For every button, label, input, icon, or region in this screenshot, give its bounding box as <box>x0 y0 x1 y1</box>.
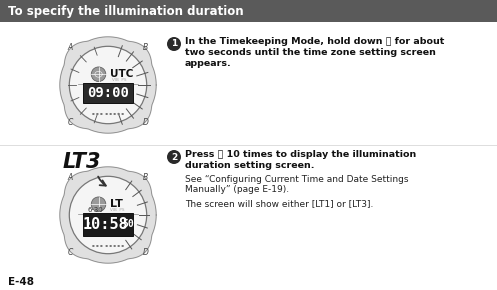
Text: ▪ ▪ ▪  ▪ ▪ ▪ ▪ ▪: ▪ ▪ ▪ ▪ ▪ ▪ ▪ ▪ <box>92 112 124 116</box>
Text: Manually” (page E-19).: Manually” (page E-19). <box>185 185 289 194</box>
Text: See “Configuring Current Time and Date Settings: See “Configuring Current Time and Date S… <box>185 175 409 184</box>
Text: To specify the illumination duration: To specify the illumination duration <box>8 5 244 17</box>
Text: A: A <box>68 43 73 52</box>
Text: VIB  PS: VIB PS <box>111 78 126 82</box>
Text: 2: 2 <box>171 153 177 162</box>
Text: UTC: UTC <box>110 69 134 79</box>
Text: B: B <box>143 173 149 182</box>
Text: P: P <box>86 222 89 227</box>
Text: Press Ⓒ 10 times to display the illumination: Press Ⓒ 10 times to display the illumina… <box>185 150 416 159</box>
Text: D: D <box>143 248 149 257</box>
Text: 1: 1 <box>171 39 177 48</box>
Text: 50: 50 <box>123 220 135 229</box>
FancyBboxPatch shape <box>83 213 133 236</box>
Text: C: C <box>68 248 73 257</box>
Text: 10:58: 10:58 <box>82 217 128 232</box>
Text: duration setting screen.: duration setting screen. <box>185 161 315 170</box>
Text: In the Timekeeping Mode, hold down Ⓐ for about: In the Timekeeping Mode, hold down Ⓐ for… <box>185 37 444 46</box>
Text: LT3: LT3 <box>63 152 101 172</box>
Text: LT: LT <box>110 199 123 209</box>
Text: appears.: appears. <box>185 59 232 68</box>
Circle shape <box>69 176 147 254</box>
FancyBboxPatch shape <box>0 0 497 22</box>
Text: E-48: E-48 <box>8 277 34 287</box>
Circle shape <box>167 37 181 51</box>
Text: 09:00: 09:00 <box>87 86 129 100</box>
Text: The screen will show either [LT1] or [LT3].: The screen will show either [LT1] or [LT… <box>185 199 373 208</box>
Text: VIB  PS: VIB PS <box>110 208 125 212</box>
Circle shape <box>91 67 106 81</box>
Circle shape <box>167 150 181 164</box>
Polygon shape <box>60 167 156 263</box>
Text: B: B <box>143 43 149 52</box>
Text: D: D <box>143 118 149 127</box>
Text: 6·30: 6·30 <box>87 207 103 213</box>
Circle shape <box>91 197 106 212</box>
Text: ▪ ▪ ▪  ▪ ▪ ▪ ▪ ▪: ▪ ▪ ▪ ▪ ▪ ▪ ▪ ▪ <box>92 244 124 248</box>
Circle shape <box>69 46 147 124</box>
Polygon shape <box>60 37 156 133</box>
FancyBboxPatch shape <box>83 83 133 103</box>
Text: C: C <box>68 118 73 127</box>
Text: two seconds until the time zone setting screen: two seconds until the time zone setting … <box>185 48 436 57</box>
Text: A: A <box>68 173 73 182</box>
